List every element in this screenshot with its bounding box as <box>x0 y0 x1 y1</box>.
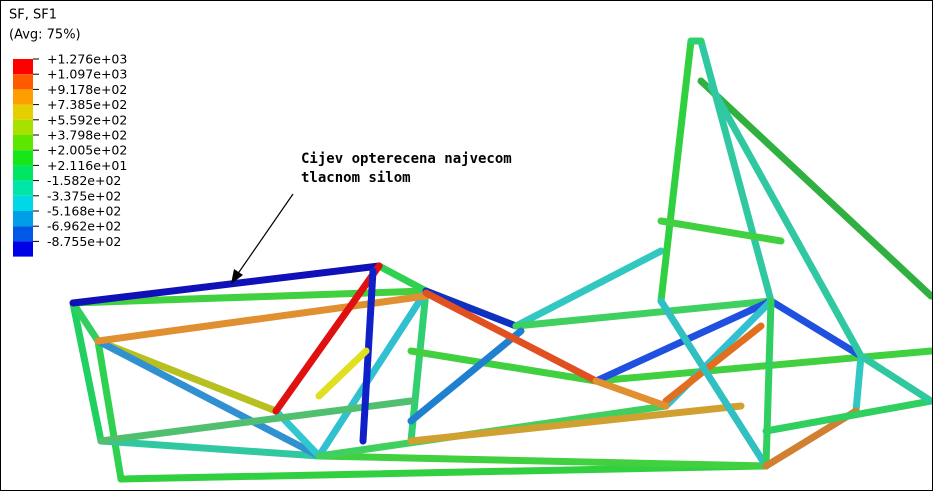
legend-subtitle: (Avg: 75%) <box>9 28 81 43</box>
legend-title: SF, SF1 <box>9 8 57 23</box>
color-band <box>13 74 33 89</box>
legend: SF, SF1 (Avg: 75%) +1.276e+03+1.097e+03+… <box>9 8 127 257</box>
annotation-text: tlacnom silom <box>301 170 411 186</box>
legend-label: -8.755e+02 <box>47 234 121 249</box>
legend-label: -3.375e+02 <box>47 188 121 203</box>
tube <box>379 266 426 291</box>
tube <box>766 401 931 431</box>
legend-label: +3.798e+02 <box>47 128 127 143</box>
tube <box>861 356 931 401</box>
color-band <box>13 105 33 120</box>
tube <box>121 466 766 479</box>
color-band <box>13 211 33 226</box>
tube <box>856 356 861 411</box>
legend-label: +1.276e+03 <box>47 52 127 67</box>
color-band <box>13 196 33 211</box>
color-band <box>13 181 33 196</box>
color-band <box>13 135 33 150</box>
viewport: SF, SF1 (Avg: 75%) +1.276e+03+1.097e+03+… <box>0 0 933 491</box>
tube <box>661 221 781 241</box>
tube <box>101 441 319 456</box>
tube <box>701 81 931 296</box>
tube <box>319 456 766 466</box>
legend-label: +1.097e+03 <box>47 67 127 82</box>
color-band <box>13 89 33 104</box>
annotation-text: Cijev opterecena najvecom <box>301 151 512 167</box>
tube <box>411 406 741 441</box>
color-bar <box>13 59 33 257</box>
color-band <box>13 165 33 180</box>
legend-label: +9.178e+02 <box>47 82 127 97</box>
color-band <box>13 59 33 74</box>
legend-labels: +1.276e+03+1.097e+03+9.178e+02+7.385e+02… <box>33 52 127 249</box>
color-band <box>13 226 33 241</box>
legend-label: -1.582e+02 <box>47 173 121 188</box>
tube <box>98 341 121 479</box>
tube <box>661 41 691 301</box>
color-band <box>13 241 33 256</box>
arrow-shaft <box>237 194 293 275</box>
frame-model <box>73 41 931 479</box>
legend-label: -5.168e+02 <box>47 204 121 219</box>
tube <box>411 331 521 421</box>
legend-label: +5.592e+02 <box>47 112 127 127</box>
color-band <box>13 150 33 165</box>
tube <box>596 381 666 406</box>
legend-label: -6.962e+02 <box>47 219 121 234</box>
legend-label: +2.005e+02 <box>47 143 127 158</box>
scene: SF, SF1 (Avg: 75%) +1.276e+03+1.097e+03+… <box>1 1 932 490</box>
tube <box>766 301 771 466</box>
legend-label: +2.116e+01 <box>47 158 127 173</box>
legend-label: +7.385e+02 <box>47 97 127 112</box>
color-band <box>13 120 33 135</box>
